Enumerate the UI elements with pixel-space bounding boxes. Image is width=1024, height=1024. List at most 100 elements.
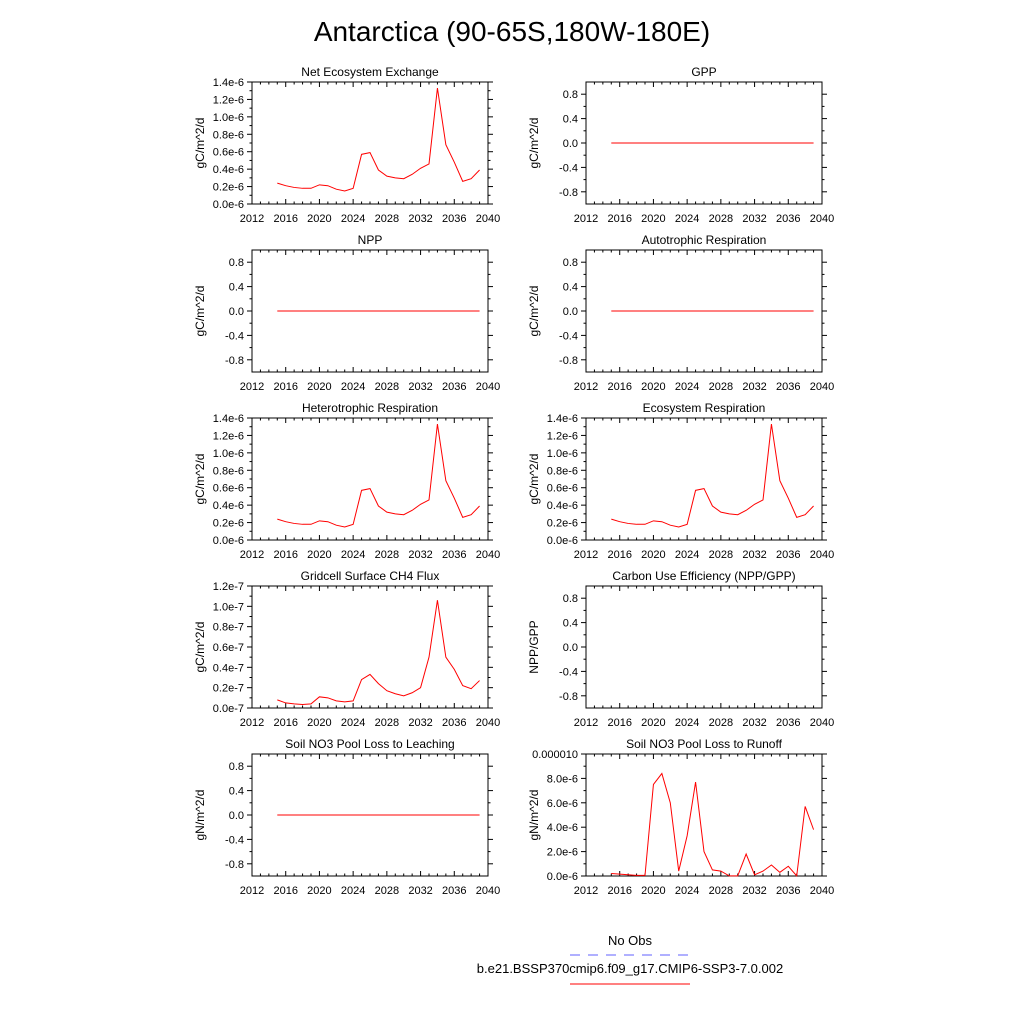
- x-tick-label: 2036: [776, 717, 800, 729]
- y-tick-label: 0.0: [563, 306, 578, 318]
- x-tick-label: 2020: [641, 885, 665, 897]
- y-axis-label: gC/m^2/d: [193, 286, 207, 337]
- x-tick-label: 2032: [742, 717, 766, 729]
- panel-title: Ecosystem Respiration: [643, 401, 766, 415]
- x-tick-label: 2024: [341, 885, 365, 897]
- x-tick-label: 2032: [408, 381, 432, 393]
- y-tick-label: 4.0e-6: [547, 822, 578, 834]
- x-tick-label: 2012: [574, 885, 598, 897]
- y-tick-label: 0.2e-6: [547, 518, 578, 530]
- y-tick-label: 8.0e-6: [547, 773, 578, 785]
- x-tick-label: 2024: [341, 381, 365, 393]
- panel-9: Soil NO3 Pool Loss to Leaching 2012 2016 20…: [193, 737, 500, 897]
- y-tick-label: 0.8: [563, 593, 578, 605]
- x-tick-label: 2016: [607, 885, 631, 897]
- y-tick-label: -0.4: [559, 330, 578, 342]
- panels: Net Ecosystem Exchange 2012 2016 2020 2024 20…: [193, 65, 834, 897]
- x-tick-label: 2024: [341, 717, 365, 729]
- panel-title: GPP: [691, 65, 716, 79]
- x-tick-label: 2040: [476, 717, 500, 729]
- y-tick-label: 0.0e-6: [213, 199, 244, 211]
- x-tick-label: 2036: [776, 213, 800, 225]
- x-tick-label: 2036: [776, 549, 800, 561]
- x-tick-label: 2036: [776, 885, 800, 897]
- x-tick-label: 2016: [607, 381, 631, 393]
- x-tick-label: 2024: [675, 549, 699, 561]
- x-tick-label: 2028: [709, 213, 733, 225]
- y-tick-label: -0.8: [225, 355, 244, 367]
- y-tick-label: 1.0e-7: [213, 601, 244, 613]
- x-tick-label: 2012: [574, 549, 598, 561]
- y-tick-label: 0.4e-7: [213, 662, 244, 674]
- x-tick-label: 2032: [742, 885, 766, 897]
- y-axis-label: gC/m^2/d: [193, 118, 207, 169]
- y-tick-label: 0.0: [563, 138, 578, 150]
- y-tick-label: 6.0e-6: [547, 798, 578, 810]
- x-tick-label: 2032: [408, 717, 432, 729]
- panel-2: GPP 2012 2016 2020 2024 2028 2032 2036 2040 -0.8 -…: [527, 65, 834, 225]
- x-tick-label: 2024: [675, 885, 699, 897]
- x-tick-label: 2016: [273, 213, 297, 225]
- y-tick-label: 0.6e-6: [547, 483, 578, 495]
- y-tick-label: 0.2e-6: [213, 518, 244, 530]
- legend-model-label: b.e21.BSSP370cmip6.f09_g17.CMIP6-SSP3-7.…: [477, 961, 783, 976]
- y-tick-label: -0.4: [225, 834, 244, 846]
- x-tick-label: 2020: [641, 717, 665, 729]
- x-tick-label: 2012: [574, 381, 598, 393]
- panel-title: Soil NO3 Pool Loss to Leaching: [285, 737, 454, 751]
- x-tick-label: 2012: [240, 213, 264, 225]
- plot-frame: [585, 585, 823, 709]
- x-tick-label: 2032: [742, 213, 766, 225]
- y-tick-label: 2.0e-6: [547, 847, 578, 859]
- y-tick-label: 0.2e-7: [213, 683, 244, 695]
- y-tick-label: 0.4: [229, 786, 244, 798]
- x-tick-label: 2024: [675, 213, 699, 225]
- y-tick-label: 1.2e-6: [213, 94, 244, 106]
- y-tick-label: -0.8: [559, 355, 578, 367]
- x-tick-label: 2036: [442, 717, 466, 729]
- y-tick-label: 0.0: [229, 306, 244, 318]
- y-tick-label: 0.8: [229, 761, 244, 773]
- x-tick-label: 2036: [442, 213, 466, 225]
- y-tick-label: 1.0e-6: [547, 448, 578, 460]
- x-tick-label: 2028: [709, 717, 733, 729]
- panel-6: Ecosystem Respiration 2012 2016 2020 2024 202…: [527, 401, 834, 561]
- y-axis-label: gC/m^2/d: [193, 454, 207, 505]
- x-tick-label: 2016: [273, 381, 297, 393]
- x-tick-label: 2012: [240, 381, 264, 393]
- y-axis-label: gC/m^2/d: [527, 454, 541, 505]
- x-tick-label: 2016: [607, 213, 631, 225]
- y-tick-label: 0.0e-6: [213, 535, 244, 547]
- x-tick-label: 2032: [742, 549, 766, 561]
- y-tick-label: 1.4e-6: [213, 77, 244, 89]
- y-tick-label: 0.0e-7: [213, 703, 244, 715]
- y-tick-label: 0.0e-6: [547, 871, 578, 883]
- x-tick-label: 2020: [307, 213, 331, 225]
- panel-10: Soil NO3 Pool Loss to Runoff 2012 2016 2020…: [527, 737, 834, 897]
- x-tick-label: 2020: [307, 717, 331, 729]
- y-tick-label: 1.0e-6: [213, 448, 244, 460]
- x-tick-label: 2012: [574, 717, 598, 729]
- x-tick-label: 2016: [273, 717, 297, 729]
- panel-title: Autotrophic Respiration: [642, 233, 767, 247]
- y-tick-label: 0.8: [563, 257, 578, 269]
- figure-title: Antarctica (90-65S,180W-180E): [314, 16, 710, 47]
- y-tick-label: 0.6e-7: [213, 642, 244, 654]
- y-tick-label: 0.4e-6: [547, 500, 578, 512]
- x-tick-label: 2032: [408, 549, 432, 561]
- x-tick-label: 2020: [641, 381, 665, 393]
- series-line: [611, 772, 815, 878]
- x-tick-label: 2024: [341, 549, 365, 561]
- x-tick-label: 2040: [476, 213, 500, 225]
- y-axis-label: NPP/GPP: [527, 620, 541, 673]
- x-tick-label: 2036: [442, 549, 466, 561]
- series-line: [277, 424, 480, 528]
- x-tick-label: 2040: [810, 381, 834, 393]
- y-axis-label: gC/m^2/d: [193, 622, 207, 673]
- y-tick-label: 0.2e-6: [213, 182, 244, 194]
- y-tick-label: 0.6e-6: [213, 483, 244, 495]
- x-tick-label: 2028: [375, 213, 399, 225]
- x-tick-label: 2024: [675, 381, 699, 393]
- x-tick-label: 2020: [307, 885, 331, 897]
